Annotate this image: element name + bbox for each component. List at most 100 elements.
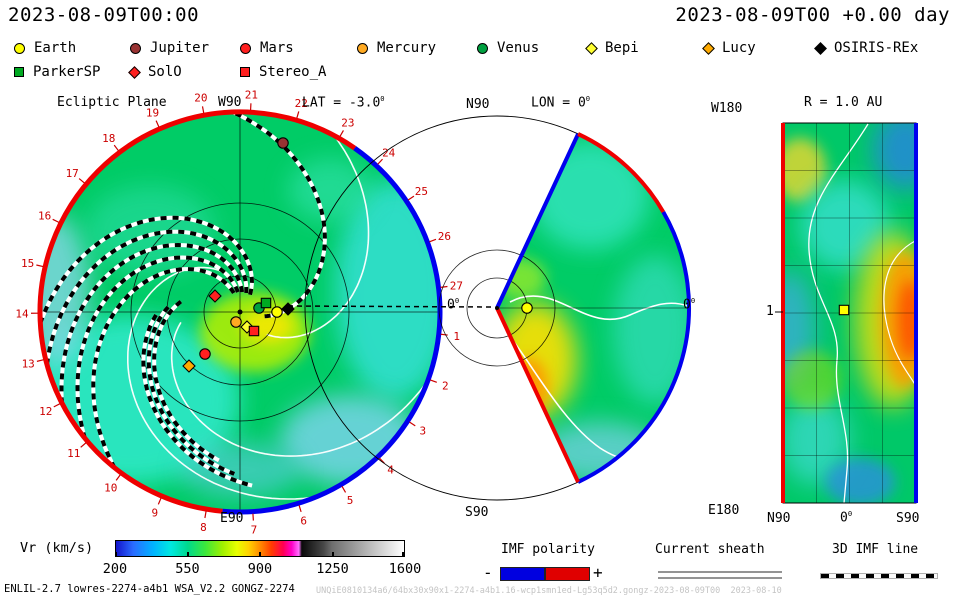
wedge-zero-deg-label: 00 <box>683 296 696 313</box>
legend-label: Venus <box>497 40 540 56</box>
legend-marker-stereo-a <box>240 67 250 77</box>
current-sheet-symbol <box>658 571 782 579</box>
colorbar-tickmark <box>186 552 189 557</box>
legend-marker-osiris-rex <box>814 41 827 55</box>
svg-text:26: 26 <box>438 230 451 243</box>
legend-item-mercury: Mercury <box>357 40 436 56</box>
imf-polarity-label: IMF polarity <box>501 542 595 557</box>
legend-marker-mars <box>240 42 251 54</box>
legend-label: Jupiter <box>150 40 210 56</box>
legend-item-solo: SolO <box>128 64 182 80</box>
radial-map-panel <box>775 122 918 504</box>
legend-item-parkersp: ParkerSP <box>14 64 100 80</box>
map-title: R = 1.0 AU <box>804 95 883 110</box>
vr-colorbar-label: Vr (km/s) <box>20 540 94 556</box>
legend-label: Earth <box>34 40 77 56</box>
svg-text:25: 25 <box>415 185 428 198</box>
map-s90-label: S90 <box>896 511 920 526</box>
legend-label: Bepi <box>605 40 639 56</box>
legend-item-earth: Earth <box>14 40 76 56</box>
map-w180-label: W180 <box>711 101 743 116</box>
dial-marker-stereo-a <box>248 325 260 337</box>
colorbar-tickmark <box>331 552 334 557</box>
dial-marker-osiris-rex <box>281 302 295 316</box>
legend-marker-parkersp <box>14 67 24 77</box>
legend-marker-jupiter <box>130 42 141 54</box>
wedge-n90-label: N90 <box>466 97 490 112</box>
svg-text:20: 20 <box>194 92 207 105</box>
dial-marker-solo <box>208 289 222 303</box>
imf-negative-swatch <box>500 567 545 581</box>
imf-line-label: 3D IMF line <box>832 542 919 557</box>
colorbar-tick-200: 200 <box>102 561 128 577</box>
dial-marker-earth <box>271 306 283 318</box>
svg-text:23: 23 <box>341 117 354 130</box>
map-zero-deg-label: 00 <box>840 509 853 526</box>
imf-minus-sign: - <box>483 563 493 582</box>
imf-plus-sign: + <box>593 563 603 582</box>
dial-rim-positive-polarity <box>37 109 357 514</box>
r1au-field <box>783 123 916 503</box>
svg-text:12: 12 <box>39 405 52 418</box>
legend-label: Lucy <box>722 40 756 56</box>
legend-item-osiris-rex: OSIRIS-REx <box>814 40 919 56</box>
dial-marker-mercury <box>230 316 242 328</box>
legend-marker-bepi <box>585 41 598 55</box>
svg-text:21: 21 <box>245 88 258 101</box>
colorbar-tickmark <box>402 552 404 557</box>
forecast-time: 2023-08-09T00 +0.00 day <box>675 4 950 26</box>
legend-label: Stereo_A <box>259 64 327 80</box>
svg-text:7: 7 <box>251 524 258 537</box>
svg-text:18: 18 <box>102 132 115 145</box>
dial-zero-deg-label: 00 <box>447 296 460 313</box>
colorbar-tick-900: 900 <box>247 561 273 577</box>
svg-text:13: 13 <box>22 358 35 371</box>
svg-text:24: 24 <box>382 147 396 160</box>
sun-earth-dashed-line <box>287 305 495 308</box>
dial-marker-lucy <box>182 359 196 373</box>
dial-rim-negative-polarity <box>222 146 443 515</box>
legend-label: SolO <box>148 64 182 80</box>
legend-item-jupiter: Jupiter <box>130 40 209 56</box>
dial-e90-label: E90 <box>220 511 244 526</box>
legend-marker-lucy <box>702 41 715 55</box>
imf-positive-swatch <box>545 567 590 581</box>
wedge-south-edge <box>495 307 580 483</box>
legend-item-lucy: Lucy <box>702 40 756 56</box>
run-id-watermark: UNQiE0810134a6/64bx30x90x1-2274-a4b1.16-… <box>316 586 782 596</box>
map-n90-label: N90 <box>767 511 791 526</box>
dial-marker-jupiter <box>277 137 289 149</box>
map-markers <box>838 304 850 316</box>
dial-markers <box>182 137 295 373</box>
dial-marker-parkersp <box>260 297 272 309</box>
svg-text:4: 4 <box>387 464 394 477</box>
svg-text:15: 15 <box>21 257 34 270</box>
legend-marker-mercury <box>357 42 368 54</box>
wedge-markers <box>521 302 533 314</box>
legend-label: ParkerSP <box>33 64 101 80</box>
imf-line-symbol <box>820 573 938 579</box>
svg-text:5: 5 <box>347 494 354 507</box>
colorbar-tick-1250: 1250 <box>316 561 349 577</box>
colorbar-tickmark <box>115 552 117 557</box>
legend-item-stereo-a: Stereo_A <box>240 64 326 80</box>
wedge-s90-label: S90 <box>465 505 489 520</box>
svg-text:9: 9 <box>151 507 158 520</box>
svg-text:11: 11 <box>67 447 80 460</box>
svg-text:2: 2 <box>442 379 449 392</box>
colorbar-tickmark <box>259 552 261 557</box>
legend-label: OSIRIS-REx <box>834 40 919 56</box>
current-sheet-label: Current sheath <box>655 542 765 557</box>
svg-text:27: 27 <box>450 279 463 292</box>
legend-item-bepi: Bepi <box>585 40 639 56</box>
map-marker-earth <box>838 304 850 316</box>
svg-text:19: 19 <box>146 106 159 119</box>
svg-text:14: 14 <box>15 307 29 320</box>
wedge-marker-earth <box>521 302 533 314</box>
dial-marker-mars <box>199 348 211 360</box>
svg-text:8: 8 <box>200 521 207 534</box>
